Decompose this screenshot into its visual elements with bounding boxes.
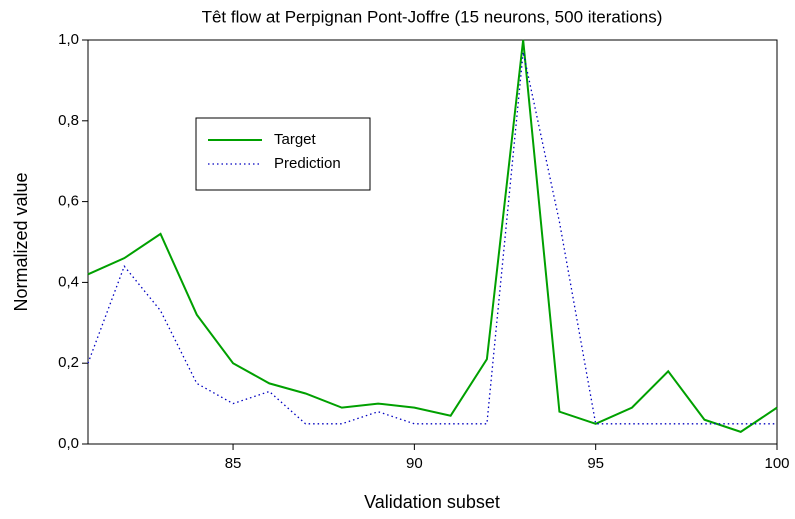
- y-tick-label: 0,8: [58, 112, 79, 129]
- y-tick-label: 0,6: [58, 193, 79, 210]
- y-tick-label: 1,0: [58, 31, 79, 48]
- y-tick-label: 0,0: [58, 435, 79, 452]
- legend-box: [195, 117, 371, 191]
- series-line: [87, 39, 778, 433]
- legend-label: Target: [274, 131, 317, 148]
- chart-title: Têt flow at Perpignan Pont-Joffre (15 ne…: [202, 7, 663, 26]
- x-tick-label: 85: [225, 455, 242, 472]
- x-axis-title: Validation subset: [364, 492, 500, 512]
- x-tick-label: 90: [406, 455, 423, 472]
- legend-label: Prediction: [274, 155, 341, 172]
- y-tick-label: 0,4: [58, 273, 79, 290]
- y-axis-title: Normalized value: [11, 172, 31, 311]
- plot-frame: [87, 39, 778, 445]
- y-tick-label: 0,2: [58, 354, 79, 371]
- x-tick-label: 95: [587, 455, 604, 472]
- series-line: [87, 51, 777, 425]
- x-tick-label: 100: [764, 455, 789, 472]
